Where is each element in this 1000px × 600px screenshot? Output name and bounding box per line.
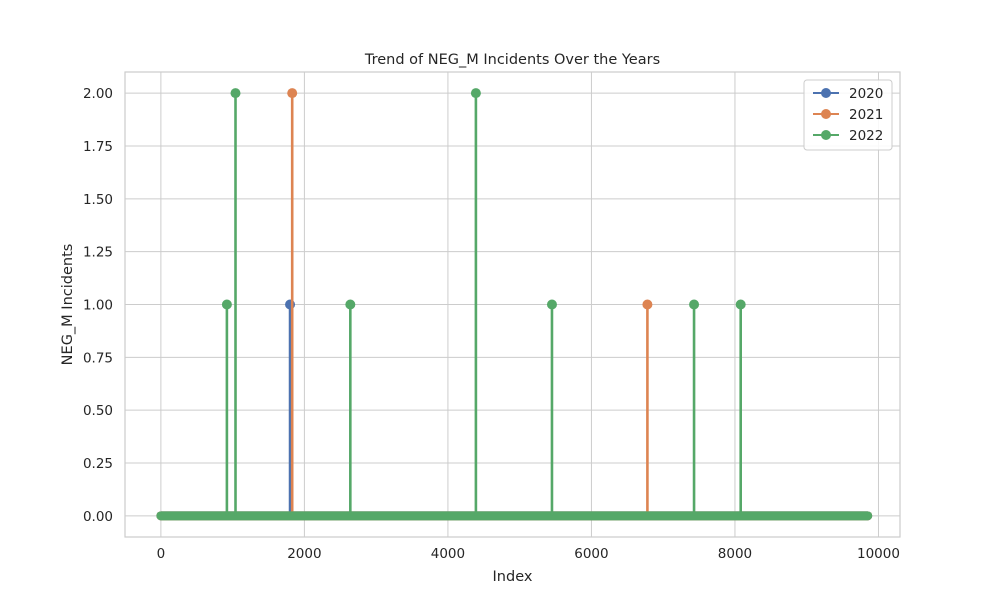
series-2021: [156, 88, 873, 521]
grid: [125, 72, 900, 537]
x-tick-label: 10000: [857, 546, 900, 562]
plot-frame: [124, 71, 901, 538]
data-point: [287, 88, 298, 99]
legend-marker: [821, 109, 831, 119]
data-point: [221, 299, 232, 310]
y-tick-label: 0.00: [83, 509, 113, 525]
y-tick-label: 1.75: [83, 139, 113, 155]
data-point: [546, 299, 557, 310]
legend-label: 2021: [849, 107, 883, 123]
y-tick-label: 1.25: [83, 245, 113, 261]
y-tick-label: 0.75: [83, 350, 113, 366]
legend-marker: [821, 88, 831, 98]
x-axis-label: Index: [493, 569, 533, 585]
y-axis-label: NEG_M Incidents: [60, 244, 76, 366]
x-tick-label: 8000: [718, 546, 752, 562]
data-point: [735, 299, 746, 310]
series-2020: [156, 299, 873, 521]
x-tick-label: 6000: [574, 546, 608, 562]
data-point: [345, 299, 356, 310]
data-point: [470, 88, 481, 99]
data-point: [285, 299, 296, 310]
y-tick-label: 2.00: [83, 86, 113, 102]
legend-label: 2020: [849, 86, 883, 102]
plot-area: [156, 88, 873, 521]
chart-title: Trend of NEG_M Incidents Over the Years: [364, 52, 660, 68]
tick-labels: 0 2000 4000 6000 8000 10000 0.00 0.25 0.50 0.75 1.…: [83, 86, 900, 562]
data-point: [689, 299, 700, 310]
legend-marker: [821, 130, 831, 140]
legend: 2020 2021 2022: [803, 79, 893, 151]
data-point: [230, 88, 241, 99]
x-tick-label: 4000: [431, 546, 465, 562]
y-tick-label: 1.50: [83, 192, 113, 208]
x-tick-label: 0: [157, 546, 166, 562]
series-2022: [156, 88, 873, 521]
y-tick-label: 0.25: [83, 456, 113, 472]
legend-label: 2022: [849, 128, 883, 144]
y-tick-label: 1.00: [83, 298, 113, 314]
x-tick-label: 2000: [287, 546, 321, 562]
data-point: [642, 299, 653, 310]
y-tick-label: 0.50: [83, 403, 113, 419]
